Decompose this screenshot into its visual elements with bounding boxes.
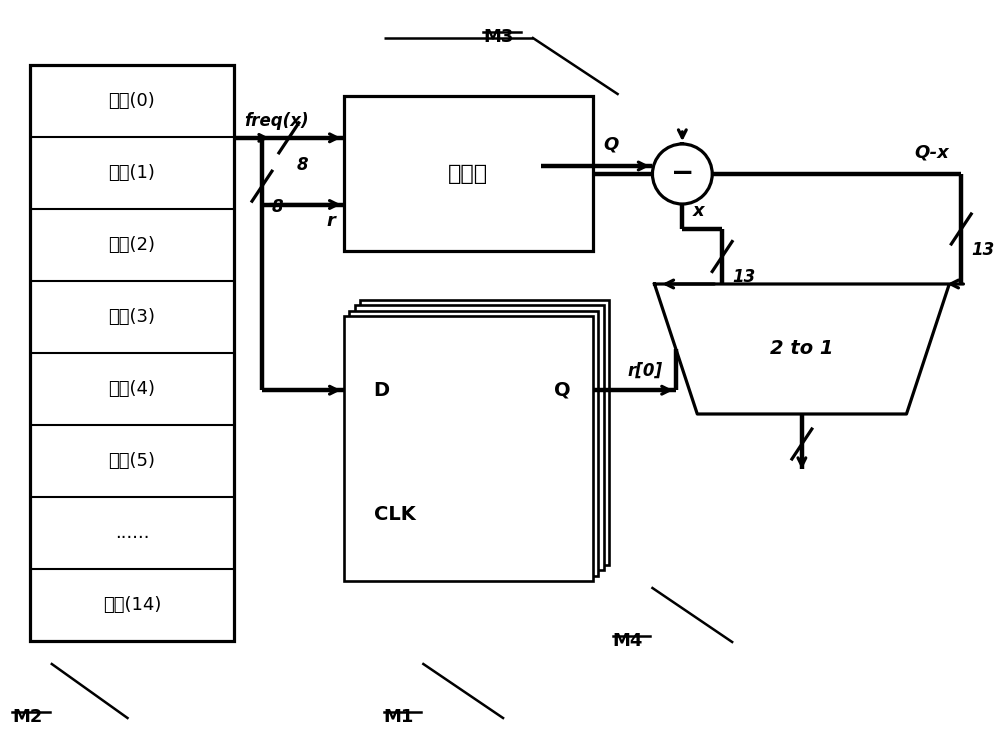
Text: Q-x: Q-x (915, 144, 949, 162)
Text: r[0]: r[0] (628, 362, 663, 381)
Text: Q: Q (603, 136, 618, 154)
Text: 频数(5): 频数(5) (108, 452, 155, 470)
Bar (355, 305, 604, 570)
Text: M3: M3 (483, 28, 513, 46)
Text: x: x (692, 202, 704, 220)
Text: 频数(1): 频数(1) (109, 164, 155, 182)
Text: D: D (374, 381, 390, 400)
Bar (349, 311, 598, 576)
Text: 2 to 1: 2 to 1 (770, 339, 834, 358)
Text: CLK: CLK (374, 505, 415, 524)
Text: M1: M1 (384, 708, 414, 726)
Text: 频数(3): 频数(3) (108, 308, 155, 326)
Bar (344, 96, 593, 251)
Text: Q: Q (554, 381, 571, 400)
Text: r: r (327, 213, 336, 230)
Circle shape (652, 144, 712, 204)
Text: M4: M4 (613, 632, 643, 650)
Text: 8: 8 (297, 156, 308, 174)
Text: 频数(14): 频数(14) (103, 596, 161, 614)
Bar (30, 65, 234, 641)
Bar (360, 300, 609, 565)
Text: 频数(2): 频数(2) (108, 236, 155, 254)
Polygon shape (654, 284, 949, 414)
Text: −: − (671, 159, 694, 187)
Bar (344, 316, 593, 581)
Text: 8: 8 (272, 198, 284, 216)
Text: 13: 13 (732, 269, 755, 286)
Text: 频数(0): 频数(0) (109, 92, 155, 110)
Text: freq(x): freq(x) (244, 112, 309, 130)
Text: 频数(4): 频数(4) (108, 380, 155, 398)
Text: 比较器: 比较器 (448, 163, 488, 183)
Text: M2: M2 (12, 708, 42, 726)
Text: 13: 13 (971, 241, 994, 259)
Text: ......: ...... (115, 524, 149, 542)
